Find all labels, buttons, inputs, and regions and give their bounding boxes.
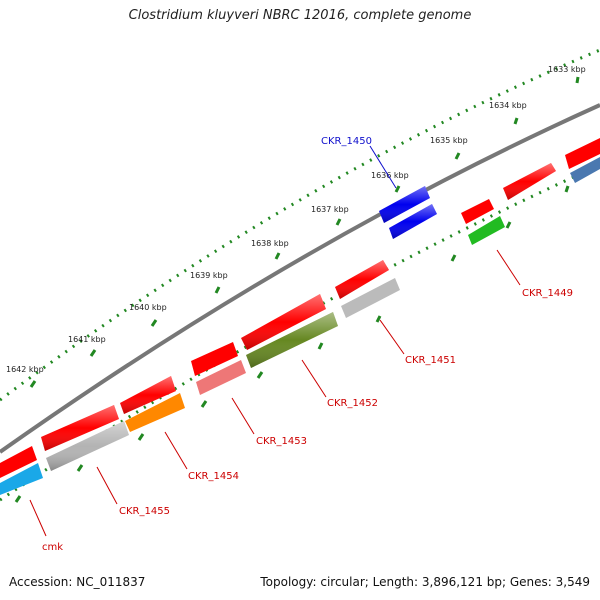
gene-arrow[interactable]	[565, 138, 600, 169]
kbp-ruler-ring	[0, 48, 600, 402]
outer-major-tick	[29, 380, 37, 388]
outer-major-tick	[513, 117, 519, 125]
gene-shine-overlay	[46, 421, 129, 471]
gene-label-ckr1451: CKR_1451	[405, 355, 456, 366]
gene-shine-overlay	[241, 294, 326, 350]
gene-shine-overlay	[120, 376, 176, 414]
inner-major-tick	[317, 342, 324, 350]
inner-major-tick	[256, 371, 264, 379]
leader-line	[496, 249, 521, 286]
gene-arrow[interactable]	[0, 446, 37, 478]
gene-label-ckr1453: CKR_1453	[256, 436, 307, 447]
inner-major-tick	[505, 221, 512, 229]
kbp-label: 1638 kbp	[251, 239, 289, 248]
leader-line	[164, 431, 188, 470]
outer-major-tick	[454, 152, 461, 160]
gene-arrow[interactable]	[191, 342, 238, 376]
outer-major-tick	[150, 319, 158, 327]
gene-shine-overlay	[379, 186, 430, 223]
leader-line	[231, 397, 255, 435]
gene-shine-overlay	[41, 405, 119, 451]
gene-ckr1454[interactable]	[125, 393, 185, 432]
leader-lines	[29, 145, 521, 537]
leader-line	[96, 466, 118, 505]
kbp-label: 1633 kbp	[548, 65, 586, 74]
inner-major-tick	[200, 400, 208, 408]
gene-edge-blue[interactable]	[570, 157, 600, 183]
outer-major-tick	[89, 349, 97, 357]
genome-backbone	[0, 103, 600, 454]
kbp-label: 1635 kbp	[430, 136, 468, 145]
outer-major-tick	[274, 252, 281, 260]
gene-shine-overlay	[389, 204, 437, 239]
gene-label-ckr1455: CKR_1455	[119, 506, 170, 517]
inner-major-tick	[564, 185, 570, 193]
gene-cmk[interactable]	[0, 463, 43, 495]
gene-shine	[41, 163, 556, 471]
gene-label-ckr1449: CKR_1449	[522, 288, 573, 299]
gene-ckr1451[interactable]	[341, 278, 400, 318]
outer-major-tick	[335, 218, 342, 226]
gene-shine-overlay	[246, 312, 338, 368]
inner-major-tick	[450, 254, 457, 262]
genome-summary: Topology: circular; Length: 3,896,121 bp…	[260, 575, 590, 589]
kbp-label: 1642 kbp	[6, 365, 44, 374]
gene-label-ckr1452: CKR_1452	[327, 398, 378, 409]
gene-shine-overlay	[335, 260, 389, 299]
kbp-label: 1636 kbp	[371, 171, 409, 180]
gene-label-ckr1454: CKR_1454	[188, 471, 239, 482]
outer-major-tick	[394, 185, 401, 193]
outer-major-tick	[575, 76, 580, 84]
outer-major-ticks	[29, 76, 580, 388]
gene-label-ckr1450: CKR_1450	[321, 136, 372, 147]
accession-label: Accession: NC_011837	[9, 575, 146, 589]
inner-major-tick	[375, 315, 382, 323]
inner-major-tick	[137, 433, 145, 441]
leader-line	[29, 499, 47, 537]
kbp-label: 1641 kbp	[68, 335, 106, 344]
kbp-label: 1637 kbp	[311, 205, 349, 214]
inner-major-tick	[14, 495, 22, 503]
inner-major-tick	[76, 464, 84, 472]
kbp-label: 1639 kbp	[190, 271, 228, 280]
gene-ckr1453[interactable]	[196, 360, 246, 395]
kbp-label: 1634 kbp	[489, 101, 527, 110]
gene-arrow[interactable]	[461, 199, 494, 224]
gene-label-cmk: cmk	[42, 542, 63, 553]
inner-major-ticks	[14, 185, 570, 503]
gene-shine-overlay	[503, 163, 556, 200]
leader-line	[379, 319, 405, 355]
map-title: Clostridium kluyveri NBRC 12016, complet…	[128, 8, 472, 23]
outer-major-tick	[214, 286, 221, 294]
gene-ckr1449[interactable]	[468, 216, 505, 245]
leader-line	[369, 145, 397, 189]
leader-line	[301, 359, 327, 398]
kbp-label: 1640 kbp	[129, 303, 167, 312]
